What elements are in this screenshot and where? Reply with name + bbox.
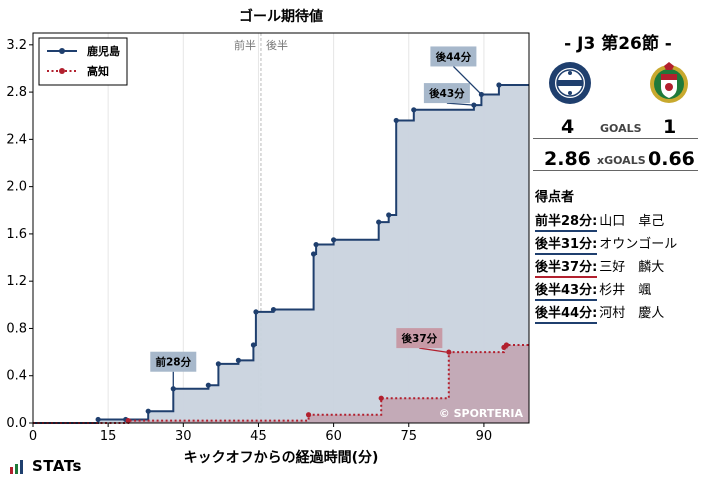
second-half-label: 後半	[266, 38, 288, 52]
x-tick-label: 30	[175, 429, 192, 444]
watermark: © SPORTERIA	[439, 407, 524, 420]
brand-label: STATs	[32, 457, 82, 475]
x-tick-label: 45	[250, 429, 267, 444]
home-goals: 4	[561, 116, 575, 138]
data-point	[235, 357, 242, 363]
legend-label: 高知	[87, 64, 109, 78]
chart-title: ゴール期待値	[239, 9, 323, 25]
annotation-label: 前28分	[155, 356, 191, 369]
x-tick-label: 75	[400, 429, 417, 444]
data-point	[145, 408, 151, 414]
y-tick-label: 3.2	[6, 38, 27, 53]
scorer-player: 三好 麟大	[599, 260, 665, 275]
y-tick-label: 0.8	[6, 321, 27, 336]
scorers-title: 得点者	[535, 190, 575, 205]
data-point	[125, 418, 131, 424]
scorer-time: 後半31分:	[535, 233, 598, 255]
away-goals: 1	[663, 116, 677, 138]
legend-box	[38, 37, 128, 86]
y-tick-label: 2.0	[6, 180, 27, 195]
scorer-time: 前半28分:	[535, 210, 598, 232]
data-point	[253, 309, 259, 315]
y-tick-label: 1.2	[6, 274, 27, 289]
scorer-player: 山口 卓己	[599, 214, 665, 229]
data-point	[378, 395, 384, 401]
data-point	[331, 237, 337, 243]
y-tick-label: 0.0	[6, 416, 27, 431]
scorer-item: 後半31分: オウンゴール	[535, 233, 677, 255]
xg-chart: 前半 後半 前28分 後37分 後43分 後44分 0 15 30 45 60 75 90 0.0 0.…	[6, 32, 530, 444]
data-point	[250, 342, 257, 348]
goals-row: 4 GOALS 1	[533, 116, 698, 139]
x-tick-label: 15	[100, 429, 117, 444]
scorer-time: 後半37分:	[535, 256, 598, 278]
annotation-label: 後43分	[428, 87, 465, 100]
scorer-time: 後半43分:	[535, 279, 598, 301]
x-axis-label: キックオフからの経過時間(分)	[183, 450, 379, 466]
annotation-box	[430, 46, 477, 67]
annotation-label: 後37分	[401, 332, 438, 345]
data-point	[411, 107, 417, 113]
scorer-player: 杉井 颯	[599, 283, 652, 298]
scorer-time: 後半44分:	[535, 302, 598, 324]
annotation-box	[396, 328, 443, 349]
scorer-item: 後半43分: 杉井 颯	[535, 279, 651, 301]
data-point	[95, 416, 101, 423]
data-point	[386, 212, 392, 218]
home-crest-icon	[549, 62, 591, 104]
match-title: - J3 第26節 -	[564, 34, 672, 54]
plot-frame	[32, 32, 530, 424]
data-point	[503, 342, 510, 348]
y-tick-label: 1.6	[6, 227, 27, 242]
data-point	[305, 412, 312, 418]
scorer-item: 後半37分: 三好 麟大	[535, 256, 664, 278]
annotation-pointer	[446, 102, 474, 106]
away-crest-icon	[650, 62, 688, 103]
series-fill	[33, 345, 529, 423]
data-point	[446, 349, 452, 355]
scorer-player: オウンゴール	[599, 237, 678, 252]
annotation-box	[150, 351, 197, 372]
annotation-pointer	[419, 347, 447, 353]
goals-label: GOALS	[600, 122, 642, 135]
legend-marker	[59, 68, 65, 74]
x-tick-label: 60	[325, 429, 342, 444]
y-tick-label: 0.4	[6, 369, 27, 384]
xg-label: xGOALS	[597, 154, 646, 167]
data-point	[205, 382, 211, 388]
scorer-item: 前半28分: 山口 卓己	[535, 210, 664, 232]
home-xg: 2.86	[544, 148, 591, 170]
data-point	[393, 117, 399, 124]
annotation-pointer	[452, 65, 482, 95]
annotation-box	[423, 83, 470, 104]
stats-logo: STATs	[10, 457, 82, 475]
scorer-item: 後半44分: 河村 慶人	[535, 302, 664, 324]
scorer-player: 河村 慶人	[599, 306, 665, 321]
annotation-label: 後44分	[435, 50, 472, 63]
legend-label: 鹿児島	[87, 44, 120, 58]
data-point	[376, 219, 382, 225]
xg-row: 2.86 xGOALS 0.66	[533, 148, 698, 171]
data-point	[270, 306, 277, 313]
data-point	[215, 361, 221, 367]
first-half-label: 前半	[234, 38, 256, 52]
y-tick-label: 2.4	[6, 132, 27, 147]
data-point	[496, 82, 502, 88]
bar-chart-icon	[10, 459, 23, 474]
legend-marker	[59, 48, 65, 54]
y-tick-label: 2.8	[6, 85, 27, 100]
x-tick-label: 0	[29, 429, 37, 444]
away-xg: 0.66	[648, 148, 695, 170]
data-point	[313, 241, 319, 248]
series-line	[33, 84, 529, 424]
x-tick-label: 90	[476, 429, 493, 444]
data-point	[310, 251, 317, 257]
